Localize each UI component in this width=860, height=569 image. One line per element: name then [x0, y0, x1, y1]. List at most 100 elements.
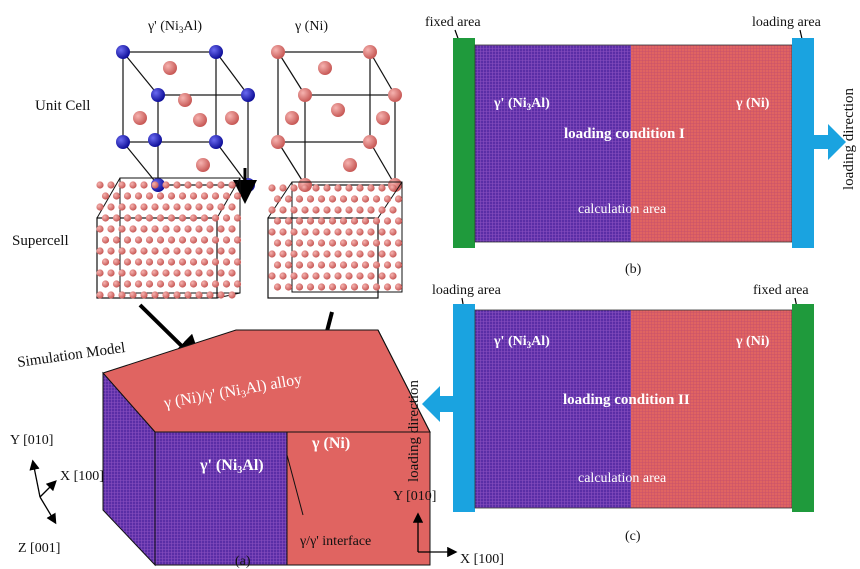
unit-cell-gamma-atoms: [271, 45, 402, 192]
ni-atom: [96, 291, 104, 299]
ni-atom: [140, 203, 148, 211]
ni-atom: [317, 283, 326, 291]
caption-c: (c): [625, 529, 641, 544]
ni-atom: [372, 217, 381, 225]
axis-y-a: Y [010]: [10, 433, 53, 448]
ni-atom: [328, 239, 337, 247]
ni-atom: [284, 217, 293, 225]
ni-atom: [228, 269, 236, 277]
ni-atom: [151, 203, 159, 211]
ni-atom: [383, 217, 392, 225]
ni-atom: [284, 261, 293, 269]
ni-atom: [189, 258, 198, 266]
ni-atom: [173, 291, 181, 299]
ni-atom: [279, 250, 287, 258]
ni-atom: [107, 181, 115, 189]
ni-atom: [378, 272, 386, 280]
ni-atom: [217, 247, 225, 255]
ni-atom: [200, 214, 209, 222]
ni-atom: [129, 269, 137, 277]
ni-atom: [151, 269, 159, 277]
ni-atom: [222, 280, 231, 288]
ni-atom: [129, 203, 137, 211]
ni-atom: [356, 228, 364, 236]
ni-atom: [222, 214, 231, 222]
ni-atom: [123, 214, 132, 222]
ni-atom: [173, 225, 181, 233]
ni-atom: [345, 206, 353, 214]
ni-atom: [211, 192, 220, 200]
ni-atom: [134, 280, 143, 288]
ni-atom: [112, 258, 121, 266]
ni-atom: [367, 272, 375, 280]
ni-atom: [129, 291, 137, 299]
ni-atom: [156, 192, 165, 200]
ni-atom: [217, 269, 225, 277]
ni-atom: [189, 214, 198, 222]
ni-atom: [101, 258, 110, 266]
front-gamma-prime-label: γ' (Ni3Al): [199, 457, 264, 476]
ni-atom: [189, 280, 198, 288]
ni-atom: [339, 195, 348, 203]
ni-atom: [301, 184, 309, 192]
ni-atom: [356, 184, 364, 192]
caption-b: (b): [625, 262, 642, 277]
ni-atom: [118, 291, 126, 299]
ni-atom: [195, 203, 203, 211]
ni-atom: [96, 225, 104, 233]
ni-atom: [317, 217, 326, 225]
ni-atom: [222, 258, 231, 266]
ni-atom: [211, 280, 220, 288]
ni-atom: [184, 269, 192, 277]
ni-atom: [162, 203, 170, 211]
ni-atom: [378, 228, 386, 236]
ni-atom: [361, 239, 370, 247]
ni-atom: [233, 280, 242, 288]
fixed-area-b: [453, 38, 475, 248]
ni-atom: [178, 192, 187, 200]
ni-atom: [107, 225, 115, 233]
ni-atom: [112, 192, 121, 200]
caption-a: (a): [235, 554, 251, 569]
ni-atom: [273, 239, 282, 247]
ni-atom: [211, 236, 220, 244]
ni-atom: [323, 206, 331, 214]
ni-atom: [200, 258, 209, 266]
ni-atom: [361, 261, 370, 269]
ni-atom: [173, 247, 181, 255]
fixed-area-label-c: fixed area: [753, 283, 809, 298]
ni-atom: [350, 261, 359, 269]
ni-atom: [184, 247, 192, 255]
ni-atom: [378, 206, 386, 214]
ni-atom: [211, 258, 220, 266]
ni-atom: [306, 239, 315, 247]
ni-atom: [389, 184, 397, 192]
ni-atom: [145, 236, 154, 244]
axis-x-c: X [100]: [460, 552, 504, 567]
ni-atom: [233, 236, 242, 244]
ni-atom: [383, 283, 392, 291]
axes-c: [412, 512, 458, 558]
ni-atom: [345, 228, 353, 236]
ni-atom: [173, 181, 181, 189]
ni-atom: [367, 206, 375, 214]
ni-atom: [129, 181, 137, 189]
ni-atom: [129, 247, 137, 255]
supercell-gamma: [267, 181, 403, 299]
ni-atom: [361, 195, 370, 203]
ni-atom: [96, 203, 104, 211]
unit-cell-gamma-prime-atoms: [116, 45, 255, 192]
ni-atom: [295, 239, 304, 247]
ni-atom: [383, 239, 392, 247]
ni-atom: [195, 247, 203, 255]
interface-pointer: [286, 454, 304, 516]
ni-atom: [206, 247, 214, 255]
fixed-area-c: [792, 304, 814, 512]
ni-atom: [151, 247, 159, 255]
ni-atom: [123, 258, 132, 266]
fixed-area-label-b: fixed area: [425, 15, 481, 30]
ni-atom: [189, 236, 198, 244]
supercell-label: Supercell: [12, 233, 69, 249]
interface-label: γ/γ' interface: [299, 534, 371, 549]
ni-atom: [378, 184, 386, 192]
